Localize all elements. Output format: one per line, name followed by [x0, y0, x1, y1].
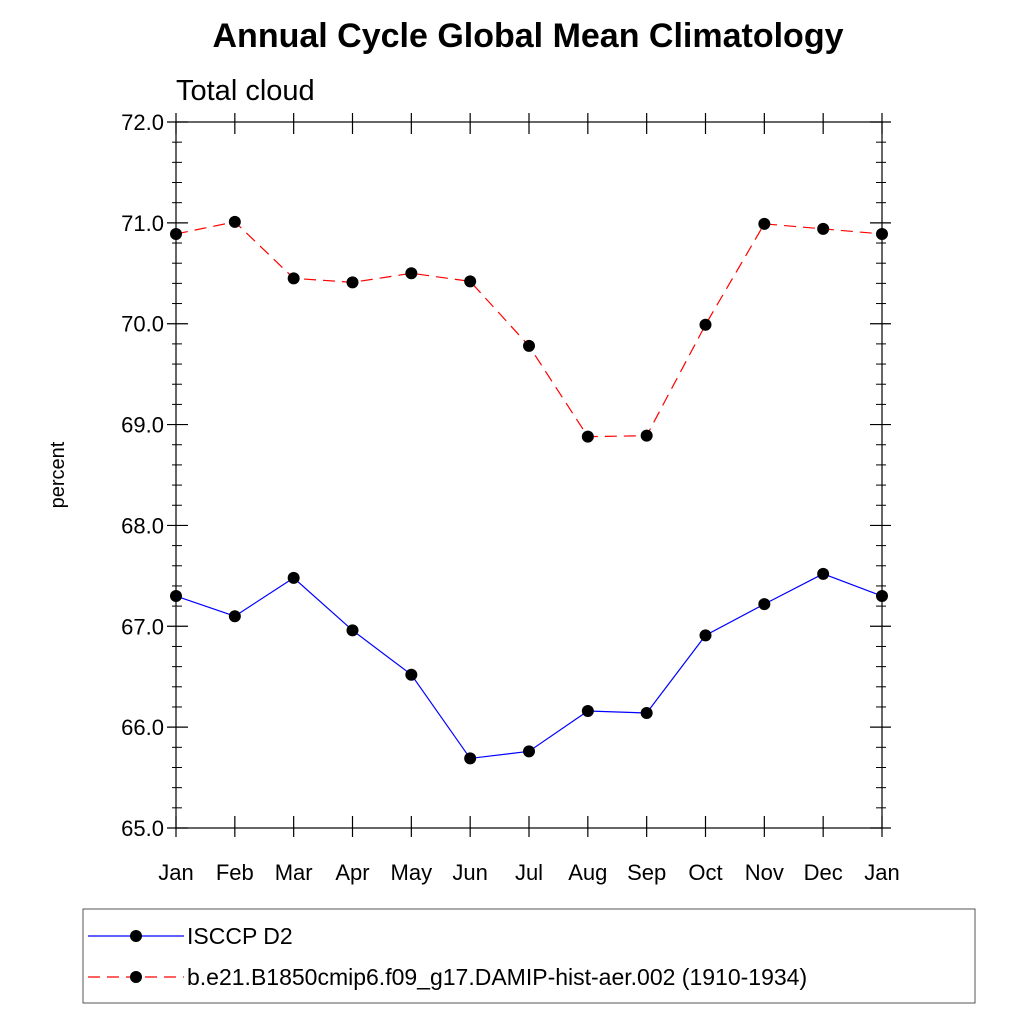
series-line-0 [175, 573, 883, 760]
y-tick-label: 69.0 [121, 413, 164, 438]
series-line-1 [175, 221, 883, 438]
y-tick-label: 66.0 [121, 715, 164, 740]
data-point [523, 339, 535, 352]
data-point [228, 610, 241, 623]
x-tick-label: Mar [275, 860, 313, 885]
data-point [405, 267, 418, 280]
legend-label: ISCCP D2 [187, 923, 293, 949]
data-point [464, 275, 477, 288]
x-tick-label: Jul [515, 860, 543, 885]
chart-title: Annual Cycle Global Mean Climatology [213, 17, 844, 55]
legend-label: b.e21.B1850cmip6.f09_g17.DAMIP-hist-aer.… [187, 964, 807, 990]
y-tick-label: 72.0 [121, 110, 164, 135]
x-tick-label: Dec [804, 860, 843, 885]
legend-entry-0: ISCCP D2 [88, 923, 293, 949]
x-tick-label: Aug [568, 860, 607, 885]
data-point [758, 217, 771, 230]
data-point [640, 707, 653, 720]
legend-marker [130, 930, 142, 942]
data-point [346, 624, 359, 637]
y-tick-label: 71.0 [121, 211, 164, 236]
data-point [817, 567, 830, 580]
data-point [640, 429, 653, 442]
y-tick-label: 70.0 [121, 312, 164, 337]
x-tick-label: Jan [864, 860, 899, 885]
plot-frame [175, 121, 883, 829]
x-tick-label: Oct [688, 860, 722, 885]
x-tick-label: Apr [335, 860, 369, 885]
data-point [287, 571, 300, 584]
x-tick-label: Nov [745, 860, 784, 885]
series-0 [170, 567, 888, 765]
x-tick-label: Jan [158, 860, 193, 885]
y-tick-label: 68.0 [121, 513, 164, 538]
x-tick-label: Feb [216, 860, 254, 885]
y-tick-label: 67.0 [121, 614, 164, 639]
data-point [758, 598, 771, 611]
data-point [464, 752, 477, 765]
data-point [699, 629, 712, 642]
series-layer [170, 215, 888, 765]
data-point [287, 272, 300, 285]
data-point [523, 745, 535, 758]
legend-marker [130, 971, 142, 983]
y-axis-ticks: 65.0 66.0 67.0 68.0 69.0 70.0 71.0 72.0 [121, 110, 891, 841]
x-tick-label: Sep [627, 860, 666, 885]
x-tick-label: May [391, 860, 433, 885]
data-point [581, 430, 594, 443]
y-axis-label: percent [47, 441, 69, 508]
legend-box [82, 908, 976, 1004]
data-point [405, 668, 418, 681]
chart-subtitle: Total cloud [176, 75, 315, 107]
series-1 [170, 215, 888, 443]
data-point [699, 318, 712, 331]
data-point [817, 222, 830, 235]
data-point [228, 215, 241, 228]
data-point [346, 276, 359, 289]
x-axis-ticks: Jan Feb Mar Apr May Jun Jul Aug Sep Oct Nov Dec Jan [158, 113, 900, 885]
legend: ISCCP D2 b.e21.B1850cmip6.f09_g17.DAMIP-h… [88, 923, 807, 990]
x-tick-label: Jun [452, 860, 487, 885]
legend-entry-1: b.e21.B1850cmip6.f09_g17.DAMIP-hist-aer.… [88, 964, 807, 990]
data-point [581, 705, 594, 718]
y-tick-label: 65.0 [121, 816, 164, 841]
